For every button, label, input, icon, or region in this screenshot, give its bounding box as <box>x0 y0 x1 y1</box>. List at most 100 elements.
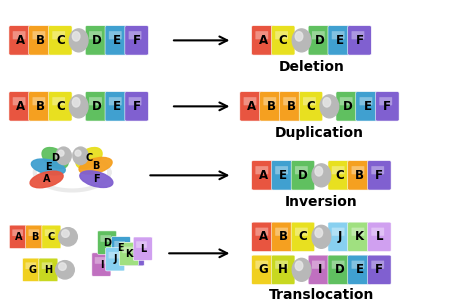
FancyBboxPatch shape <box>348 255 371 285</box>
FancyBboxPatch shape <box>312 260 325 269</box>
Ellipse shape <box>55 261 74 279</box>
Ellipse shape <box>312 225 331 248</box>
Text: B: B <box>279 230 288 243</box>
FancyBboxPatch shape <box>133 237 152 260</box>
FancyBboxPatch shape <box>114 241 125 248</box>
Ellipse shape <box>315 167 323 176</box>
FancyBboxPatch shape <box>371 166 384 174</box>
Ellipse shape <box>69 95 88 118</box>
Text: E: E <box>356 263 364 276</box>
FancyBboxPatch shape <box>328 161 352 190</box>
FancyBboxPatch shape <box>367 255 391 285</box>
FancyBboxPatch shape <box>106 248 125 271</box>
Text: Translocation: Translocation <box>269 288 374 302</box>
FancyBboxPatch shape <box>348 222 371 252</box>
Text: L: L <box>375 230 383 243</box>
Text: B: B <box>355 169 364 182</box>
FancyBboxPatch shape <box>39 258 58 282</box>
Text: C: C <box>85 153 92 163</box>
Ellipse shape <box>312 164 331 187</box>
FancyBboxPatch shape <box>252 222 275 252</box>
Ellipse shape <box>73 147 88 165</box>
Ellipse shape <box>315 228 323 238</box>
FancyBboxPatch shape <box>308 26 332 55</box>
FancyBboxPatch shape <box>328 26 352 55</box>
FancyBboxPatch shape <box>352 31 365 39</box>
Text: G: G <box>258 263 268 276</box>
FancyBboxPatch shape <box>244 97 256 105</box>
FancyBboxPatch shape <box>105 26 128 55</box>
Text: H: H <box>44 265 53 275</box>
FancyBboxPatch shape <box>28 229 39 236</box>
Ellipse shape <box>79 157 112 174</box>
FancyBboxPatch shape <box>13 31 26 39</box>
FancyBboxPatch shape <box>332 31 345 39</box>
FancyBboxPatch shape <box>356 92 379 121</box>
FancyBboxPatch shape <box>52 97 65 105</box>
Ellipse shape <box>62 230 69 237</box>
FancyBboxPatch shape <box>272 222 295 252</box>
FancyBboxPatch shape <box>85 26 109 55</box>
Text: Duplication: Duplication <box>275 126 364 140</box>
FancyBboxPatch shape <box>42 262 53 269</box>
FancyBboxPatch shape <box>98 231 117 254</box>
Text: C: C <box>48 232 55 242</box>
FancyBboxPatch shape <box>283 97 296 105</box>
Ellipse shape <box>320 95 339 118</box>
Ellipse shape <box>59 228 77 246</box>
Text: E: E <box>113 34 121 47</box>
Text: A: A <box>259 230 268 243</box>
FancyBboxPatch shape <box>12 229 23 236</box>
FancyBboxPatch shape <box>89 97 102 105</box>
Text: D: D <box>315 34 325 47</box>
Text: B: B <box>267 100 276 113</box>
FancyBboxPatch shape <box>255 260 268 269</box>
FancyBboxPatch shape <box>255 31 268 39</box>
FancyBboxPatch shape <box>52 31 65 39</box>
FancyBboxPatch shape <box>111 237 130 260</box>
FancyBboxPatch shape <box>109 97 122 105</box>
Text: F: F <box>375 263 383 276</box>
Text: F: F <box>375 169 383 182</box>
FancyBboxPatch shape <box>371 228 384 236</box>
FancyBboxPatch shape <box>308 255 332 285</box>
FancyBboxPatch shape <box>48 92 72 121</box>
Ellipse shape <box>73 32 80 41</box>
Text: Inversion: Inversion <box>285 195 358 209</box>
Ellipse shape <box>295 32 303 41</box>
FancyBboxPatch shape <box>109 252 119 258</box>
Ellipse shape <box>69 29 88 52</box>
FancyBboxPatch shape <box>26 262 36 269</box>
Text: A: A <box>259 34 268 47</box>
FancyBboxPatch shape <box>352 228 365 236</box>
Text: D: D <box>92 34 102 47</box>
FancyBboxPatch shape <box>295 228 308 236</box>
FancyBboxPatch shape <box>275 166 288 174</box>
Text: B: B <box>92 161 99 171</box>
FancyBboxPatch shape <box>303 97 316 105</box>
Text: F: F <box>131 249 138 259</box>
Text: A: A <box>15 232 23 242</box>
FancyBboxPatch shape <box>291 161 315 190</box>
Text: H: H <box>278 263 288 276</box>
FancyBboxPatch shape <box>272 26 295 55</box>
Ellipse shape <box>323 98 331 107</box>
FancyBboxPatch shape <box>29 26 52 55</box>
FancyBboxPatch shape <box>33 31 46 39</box>
FancyBboxPatch shape <box>89 31 102 39</box>
FancyBboxPatch shape <box>105 92 128 121</box>
Text: E: E <box>118 243 124 253</box>
FancyBboxPatch shape <box>29 92 52 121</box>
FancyBboxPatch shape <box>260 92 283 121</box>
FancyBboxPatch shape <box>332 228 345 236</box>
Text: A: A <box>259 169 268 182</box>
Text: D: D <box>92 100 102 113</box>
FancyBboxPatch shape <box>291 222 315 252</box>
FancyBboxPatch shape <box>328 222 352 252</box>
FancyBboxPatch shape <box>255 228 268 236</box>
Text: F: F <box>133 100 141 113</box>
FancyBboxPatch shape <box>85 92 109 121</box>
Text: A: A <box>16 34 25 47</box>
FancyBboxPatch shape <box>371 260 384 269</box>
Text: E: E <box>364 100 372 113</box>
